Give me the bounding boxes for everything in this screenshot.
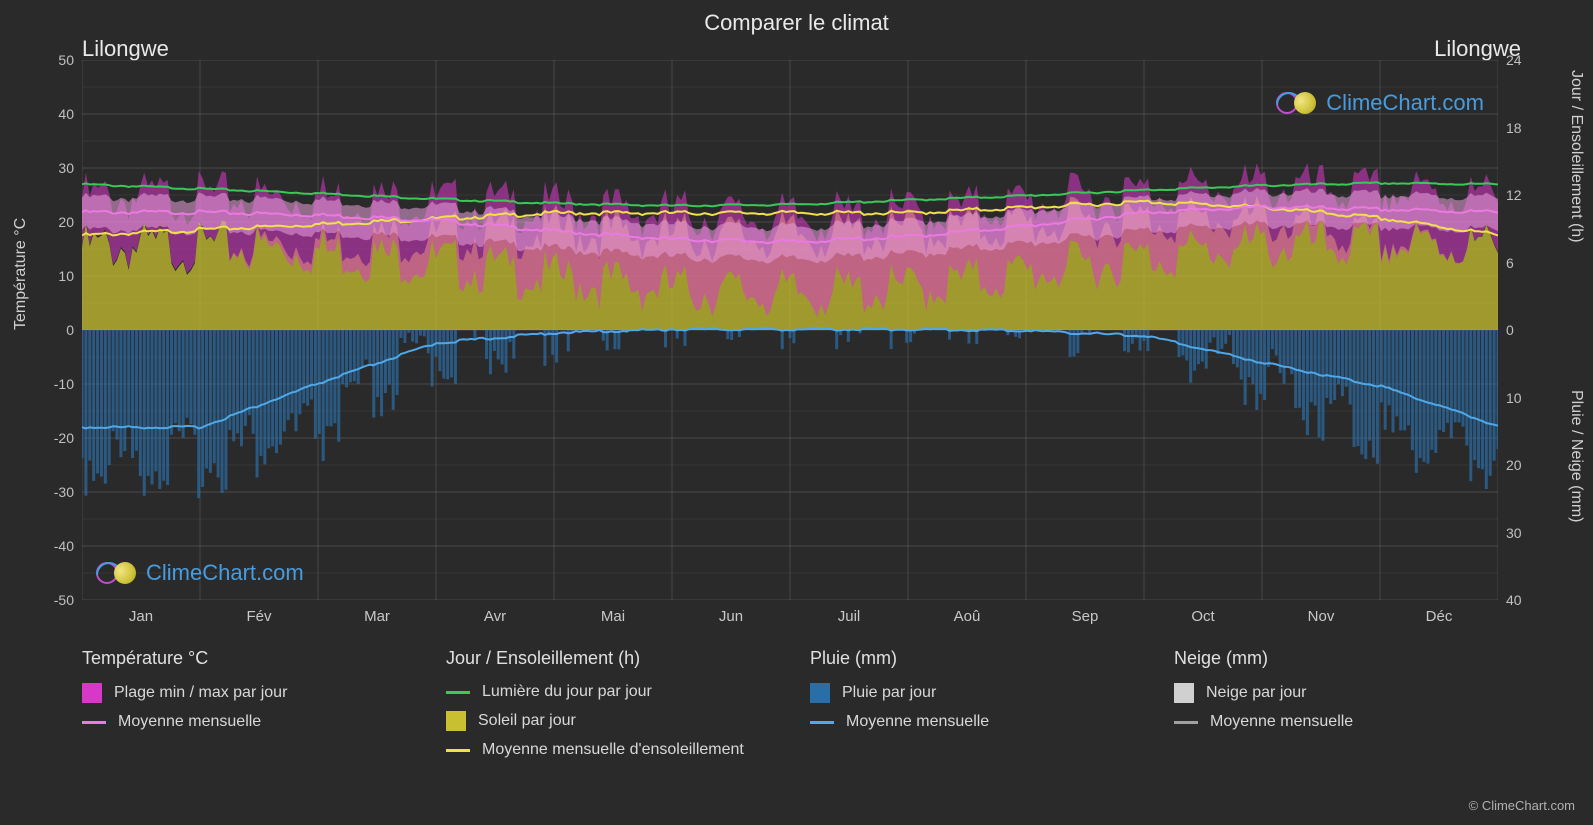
month-label: Jan — [82, 608, 200, 625]
ytick-left: -50 — [54, 592, 74, 608]
ytick-right: 30 — [1506, 525, 1522, 541]
climechart-logo-icon — [1276, 91, 1320, 115]
legend-temperature: Température °C Plage min / max par jour Mo… — [82, 648, 406, 769]
month-label: Aoû — [908, 608, 1026, 625]
ytick-left: 30 — [58, 160, 74, 176]
ytick-right: 6 — [1506, 255, 1514, 271]
ytick-right: 20 — [1506, 457, 1522, 473]
legend-item-label: Moyenne mensuelle — [846, 713, 989, 731]
ytick-right: 24 — [1506, 52, 1522, 68]
ytick-right: 40 — [1506, 592, 1522, 608]
ytick-left: 50 — [58, 52, 74, 68]
legend-header: Température °C — [82, 648, 406, 669]
month-label: Fév — [200, 608, 318, 625]
legend-item: Pluie par jour — [810, 683, 1134, 703]
city-label-left: Lilongwe — [82, 36, 169, 62]
legend-item: Moyenne mensuelle — [82, 713, 406, 731]
month-label: Sep — [1026, 608, 1144, 625]
ytick-left: 20 — [58, 214, 74, 230]
chart-plot-area: -50-40-30-20-1001020304050 0612182410203… — [82, 60, 1498, 600]
legend-daylight: Jour / Ensoleillement (h) Lumière du jour… — [446, 648, 770, 769]
legend-header: Pluie (mm) — [810, 648, 1134, 669]
ytick-left: 0 — [66, 322, 74, 338]
legend-item-label: Moyenne mensuelle — [1210, 713, 1353, 731]
ytick-left: -20 — [54, 430, 74, 446]
month-label: Mai — [554, 608, 672, 625]
x-axis-month-labels: JanFévMarAvrMaiJunJuilAoûSepOctNovDéc — [82, 608, 1498, 625]
ytick-left: 40 — [58, 106, 74, 122]
brand-text: ClimeChart.com — [146, 560, 304, 586]
month-label: Avr — [436, 608, 554, 625]
ytick-right: 18 — [1506, 120, 1522, 136]
legend-item: Lumière du jour par jour — [446, 683, 770, 701]
climate-chart-svg — [82, 60, 1498, 600]
month-label: Mar — [318, 608, 436, 625]
legend-item-label: Soleil par jour — [478, 712, 576, 730]
watermark-bottom-left: ClimeChart.com — [96, 560, 304, 586]
month-label: Nov — [1262, 608, 1380, 625]
legend-header: Jour / Ensoleillement (h) — [446, 648, 770, 669]
legend-item-label: Plage min / max par jour — [114, 684, 287, 702]
swatch-box-icon — [810, 683, 830, 703]
chart-legend: Température °C Plage min / max par jour Mo… — [82, 648, 1498, 769]
swatch-box-icon — [1174, 683, 1194, 703]
legend-item-label: Neige par jour — [1206, 684, 1307, 702]
legend-item: Plage min / max par jour — [82, 683, 406, 703]
legend-item-label: Pluie par jour — [842, 684, 936, 702]
swatch-box-icon — [446, 711, 466, 731]
brand-text: ClimeChart.com — [1326, 90, 1484, 116]
ytick-left: 10 — [58, 268, 74, 284]
swatch-line-icon — [446, 691, 470, 694]
y-axis-label-right-top: Jour / Ensoleillement (h) — [1567, 70, 1585, 243]
legend-item-label: Moyenne mensuelle d'ensoleillement — [482, 741, 744, 759]
legend-item-label: Lumière du jour par jour — [482, 683, 652, 701]
legend-item: Moyenne mensuelle d'ensoleillement — [446, 741, 770, 759]
climechart-logo-icon — [96, 561, 140, 585]
month-label: Déc — [1380, 608, 1498, 625]
legend-item: Moyenne mensuelle — [810, 713, 1134, 731]
ytick-right: 0 — [1506, 322, 1514, 338]
swatch-line-icon — [810, 721, 834, 724]
legend-item: Neige par jour — [1174, 683, 1498, 703]
watermark-top-right: ClimeChart.com — [1276, 90, 1484, 116]
y-axis-label-right-bottom: Pluie / Neige (mm) — [1567, 390, 1585, 522]
month-label: Juil — [790, 608, 908, 625]
ytick-right: 10 — [1506, 390, 1522, 406]
legend-snow: Neige (mm) Neige par jour Moyenne mensuell… — [1174, 648, 1498, 769]
legend-item: Moyenne mensuelle — [1174, 713, 1498, 731]
ytick-left: -40 — [54, 538, 74, 554]
ytick-left: -10 — [54, 376, 74, 392]
copyright-text: © ClimeChart.com — [1469, 798, 1575, 813]
month-label: Oct — [1144, 608, 1262, 625]
swatch-line-icon — [1174, 721, 1198, 724]
legend-item-label: Moyenne mensuelle — [118, 713, 261, 731]
legend-header: Neige (mm) — [1174, 648, 1498, 669]
swatch-line-icon — [446, 749, 470, 752]
legend-rain: Pluie (mm) Pluie par jour Moyenne mensuell… — [810, 648, 1134, 769]
chart-title: Comparer le climat — [0, 0, 1593, 36]
swatch-box-icon — [82, 683, 102, 703]
y-axis-label-left: Température °C — [12, 218, 30, 330]
swatch-line-icon — [82, 721, 106, 724]
ytick-left: -30 — [54, 484, 74, 500]
month-label: Jun — [672, 608, 790, 625]
legend-item: Soleil par jour — [446, 711, 770, 731]
ytick-right: 12 — [1506, 187, 1522, 203]
